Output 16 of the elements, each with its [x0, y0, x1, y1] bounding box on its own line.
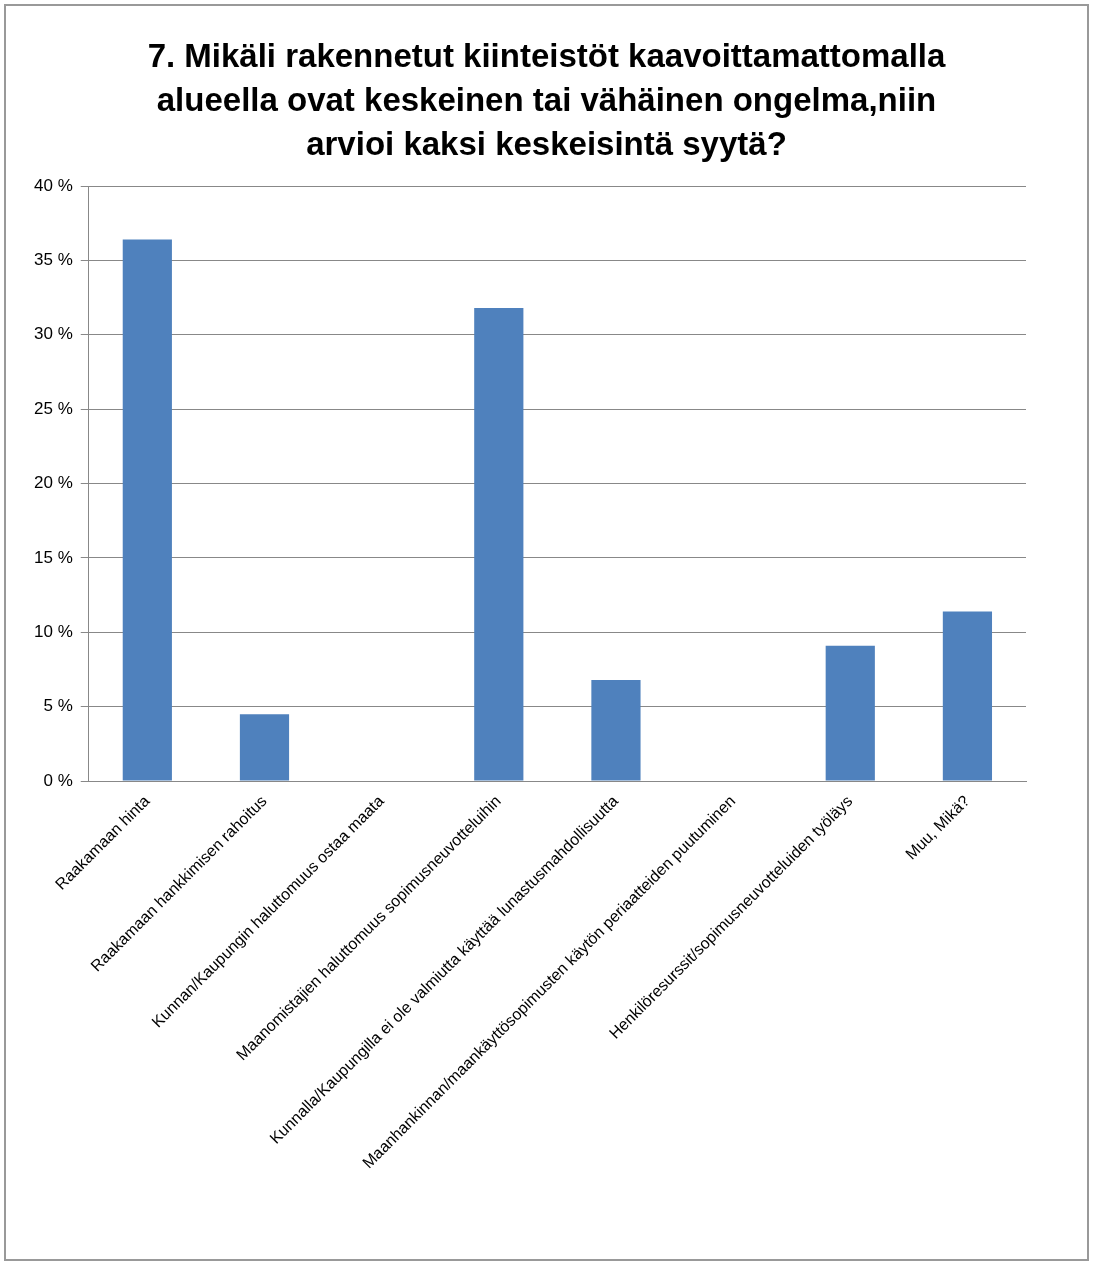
y-tick-label: 0 % [43, 770, 73, 790]
chart-title: 7. Mikäli rakennetut kiinteistöt kaavoittamattomalla alueella ovat keskeinen tai vähäinen ongelma,niin arvioi kaksi keskeisintä syytä? [146, 36, 947, 164]
bar [122, 239, 172, 781]
y-tick-label: 25 % [34, 398, 73, 418]
y-tick-label: 10 % [34, 622, 73, 642]
bar [825, 645, 875, 781]
y-tick-label: 35 % [34, 250, 73, 270]
y-tick-label: 15 % [34, 547, 73, 567]
bar [239, 714, 290, 781]
y-tick-label: 30 % [34, 324, 73, 344]
bar [942, 611, 993, 781]
y-tick-label: 40 % [34, 175, 73, 195]
y-tick-label: 20 % [34, 473, 73, 493]
y-tick-label: 5 % [43, 696, 73, 716]
bar [474, 308, 524, 781]
bar [591, 679, 641, 781]
